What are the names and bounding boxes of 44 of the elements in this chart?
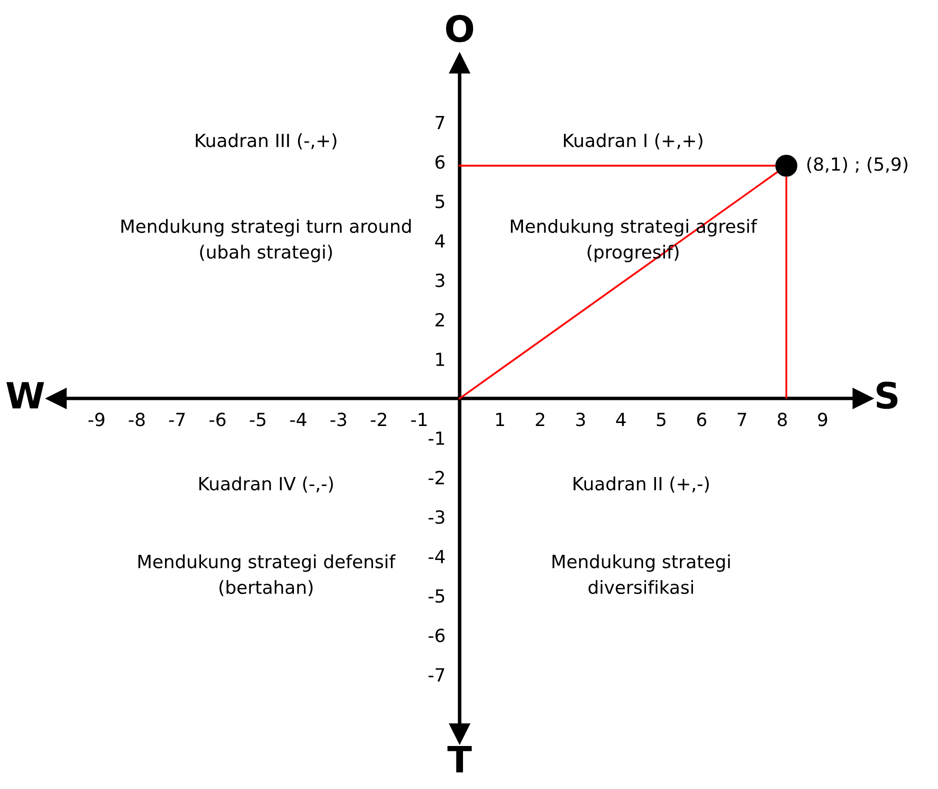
y-tick-label: 5 — [436, 194, 444, 208]
text: O — [446, 14, 474, 42]
y-tick-label: 7 — [436, 116, 444, 130]
annotation: Mendukung strategi turn around (ubah strategi) — [121, 219, 411, 262]
y-tick-label: -4 — [428, 550, 445, 564]
x-tick-label: -6 — [210, 412, 226, 426]
x-tick-label: 5 — [656, 412, 666, 426]
annotation: Kuadran II (+,-) — [574, 476, 709, 493]
x-tick-label: 4 — [616, 412, 626, 426]
x-tick-label: -9 — [88, 412, 104, 426]
x-tick-label: 1 — [496, 412, 504, 426]
x-tick-label: 3 — [576, 412, 585, 426]
x-tick-label: 7 — [738, 412, 746, 426]
annotation: Kuadran I (+,+) — [564, 133, 702, 150]
text: S — [876, 382, 898, 409]
x-tick-label: -7 — [169, 412, 185, 426]
x-tick-label: -5 — [250, 412, 266, 426]
y-tick-label: -1 — [428, 432, 444, 445]
annotation: Mendukung strategi defensif (bertahan) — [138, 554, 396, 596]
y-tick-label: 4 — [435, 234, 445, 248]
text: T — [447, 746, 472, 772]
x-tick-label: -4 — [290, 412, 306, 426]
y-tick-label: 1 — [436, 352, 444, 366]
y-tick-label: -3 — [428, 510, 444, 524]
y-tick-label: -5 — [428, 589, 444, 603]
annotation: Kuadran IV (-,-) — [199, 476, 333, 493]
annotation: Kuadran III (-,+) — [196, 133, 336, 150]
x-tick-label: -2 — [370, 412, 386, 426]
y-tick-label: -2 — [428, 470, 444, 484]
x-tick-label: -8 — [128, 412, 145, 426]
x-tick-label: 9 — [818, 412, 828, 426]
x-tick-label: -3 — [330, 412, 346, 426]
annotation: (8,1) ; (5,9) — [807, 156, 908, 174]
y-tick-label: -7 — [428, 668, 444, 682]
y-tick-label: 3 — [436, 274, 444, 288]
x-tick-label: 6 — [697, 412, 706, 426]
y-tick-label: -6 — [428, 628, 445, 642]
x-tick-label: 2 — [536, 412, 544, 426]
y-tick-label: 2 — [436, 313, 444, 326]
text: W — [6, 382, 44, 408]
x-tick-label: -1 — [411, 412, 427, 426]
x-tick-label: 8 — [778, 412, 787, 426]
y-tick-label: 6 — [436, 155, 445, 169]
annotation: Mendukung strategi diversifikasi — [552, 554, 730, 594]
